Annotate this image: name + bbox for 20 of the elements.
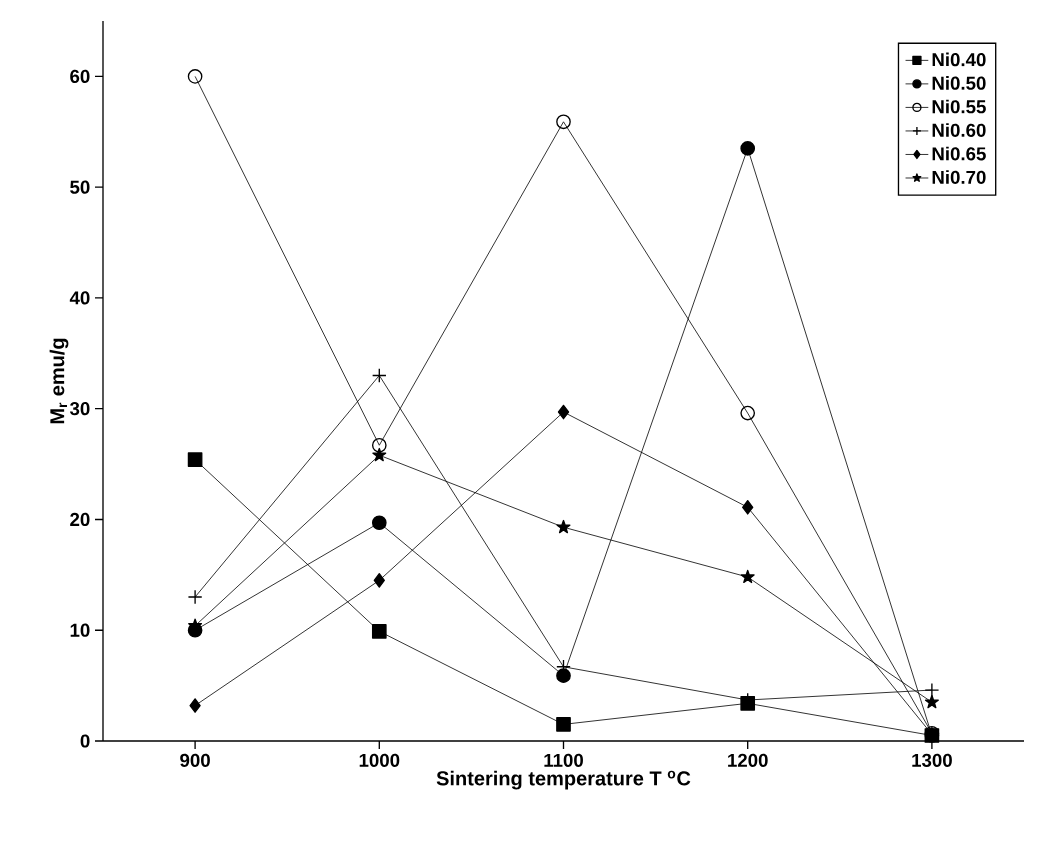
legend-label: Ni0.50: [932, 76, 986, 90]
x-axis-title: Sintering temperature T $^{o}$C: [436, 770, 691, 790]
legend-label: Ni0.60: [932, 123, 986, 137]
x-tick-label: 1000: [359, 753, 400, 767]
x-tick-label: 1100: [544, 753, 583, 767]
y-tick-label: 10: [70, 623, 90, 637]
y-tick-label: 50: [70, 180, 90, 194]
y-tick-label: 40: [69, 291, 90, 305]
legend-label: Ni0.40: [932, 52, 986, 67]
y-tick-label: 30: [69, 402, 90, 416]
legend-label: Ni0.70: [932, 170, 986, 184]
y-tick-label: 20: [70, 512, 90, 527]
x-tick-label: 1200: [728, 753, 768, 767]
x-tick-label: 900: [180, 753, 210, 767]
x-tick-label: 1300: [912, 753, 952, 767]
y-axis-title: M$_{r}$ emu/g: [49, 338, 69, 424]
legend-label: Ni0.65: [932, 146, 986, 161]
y-tick-label: 60: [70, 69, 90, 83]
legend-label: Ni0.55: [932, 99, 986, 114]
y-tick-label: 0: [80, 734, 90, 748]
